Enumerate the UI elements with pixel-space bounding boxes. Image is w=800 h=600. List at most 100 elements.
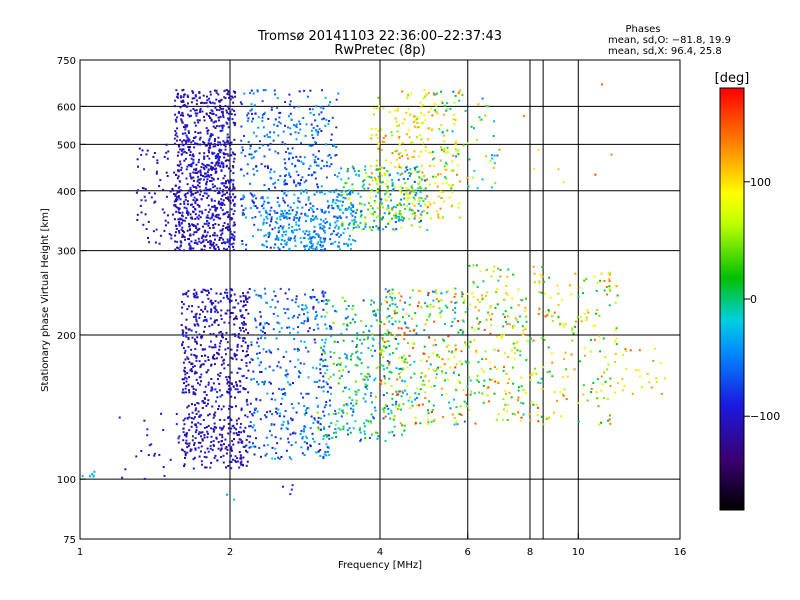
data-point bbox=[220, 198, 223, 201]
data-point bbox=[169, 190, 172, 193]
data-point bbox=[231, 406, 234, 409]
data-point bbox=[295, 298, 298, 301]
data-point bbox=[323, 345, 326, 348]
data-point bbox=[215, 319, 218, 322]
data-point bbox=[364, 375, 367, 378]
data-point bbox=[226, 159, 228, 162]
data-point bbox=[187, 336, 190, 339]
data-point bbox=[241, 375, 244, 378]
data-point bbox=[215, 108, 218, 111]
data-point bbox=[476, 317, 479, 320]
data-point bbox=[496, 380, 499, 383]
data-point bbox=[503, 298, 506, 301]
data-point bbox=[191, 403, 193, 406]
data-point bbox=[344, 365, 347, 368]
data-point bbox=[316, 404, 319, 407]
data-point bbox=[392, 228, 395, 231]
data-point bbox=[323, 239, 326, 242]
data-point bbox=[272, 312, 275, 315]
data-point bbox=[395, 158, 398, 161]
data-point bbox=[357, 357, 360, 360]
data-point bbox=[224, 348, 227, 351]
data-point bbox=[197, 175, 199, 178]
data-point bbox=[208, 157, 211, 160]
data-point bbox=[251, 426, 254, 429]
data-point bbox=[574, 325, 577, 328]
data-point bbox=[228, 245, 230, 248]
data-point bbox=[232, 101, 235, 104]
data-point bbox=[363, 422, 365, 425]
data-point bbox=[484, 350, 487, 353]
data-point bbox=[387, 207, 390, 209]
data-point bbox=[367, 378, 369, 381]
data-point bbox=[249, 182, 251, 185]
data-point bbox=[286, 241, 289, 244]
data-point bbox=[217, 301, 220, 304]
data-point bbox=[263, 155, 266, 158]
data-point bbox=[196, 191, 199, 194]
data-point bbox=[283, 308, 286, 310]
data-point bbox=[357, 169, 360, 172]
data-point bbox=[375, 216, 378, 219]
data-point bbox=[413, 204, 416, 207]
data-point bbox=[198, 210, 201, 213]
data-point bbox=[395, 390, 398, 393]
data-point bbox=[399, 371, 402, 374]
data-point bbox=[309, 246, 311, 248]
data-point bbox=[320, 130, 323, 132]
data-point bbox=[379, 199, 382, 202]
data-point bbox=[486, 291, 489, 294]
data-point bbox=[214, 138, 216, 141]
data-point bbox=[461, 291, 463, 294]
data-point bbox=[200, 450, 202, 453]
data-point bbox=[230, 233, 233, 236]
data-point bbox=[193, 288, 196, 291]
data-point bbox=[140, 211, 143, 214]
data-point bbox=[631, 392, 634, 395]
data-point bbox=[192, 247, 195, 250]
data-point bbox=[232, 152, 235, 155]
data-point bbox=[447, 358, 450, 361]
data-point bbox=[341, 223, 344, 226]
data-point bbox=[453, 287, 455, 290]
data-point bbox=[322, 107, 325, 110]
data-point bbox=[306, 316, 309, 319]
data-point bbox=[232, 242, 235, 245]
data-point bbox=[395, 125, 398, 128]
data-point bbox=[173, 105, 176, 108]
data-point bbox=[214, 157, 217, 160]
data-point bbox=[447, 335, 450, 338]
data-point bbox=[189, 189, 192, 192]
data-point bbox=[432, 369, 435, 372]
data-point bbox=[291, 209, 294, 212]
data-point bbox=[210, 216, 213, 219]
data-point bbox=[427, 201, 430, 203]
data-point bbox=[364, 165, 367, 168]
data-point bbox=[617, 382, 619, 384]
data-point bbox=[407, 314, 410, 317]
data-point bbox=[293, 338, 296, 340]
data-point bbox=[185, 435, 188, 438]
data-point bbox=[426, 127, 429, 130]
data-point bbox=[242, 209, 245, 212]
data-point bbox=[403, 182, 406, 185]
data-point bbox=[654, 347, 657, 350]
data-point bbox=[181, 121, 184, 124]
data-point bbox=[202, 140, 205, 143]
data-point bbox=[311, 243, 314, 246]
data-point bbox=[493, 162, 496, 165]
data-point bbox=[145, 153, 148, 156]
data-point bbox=[270, 434, 273, 437]
data-point bbox=[210, 435, 213, 438]
data-point bbox=[396, 306, 399, 309]
data-point bbox=[595, 289, 598, 292]
data-point bbox=[287, 126, 289, 129]
data-point bbox=[373, 309, 376, 312]
data-point bbox=[324, 210, 327, 213]
data-point bbox=[490, 305, 492, 308]
data-point bbox=[325, 311, 328, 314]
data-point bbox=[211, 323, 214, 326]
x-axis-label: Frequency [MHz] bbox=[338, 560, 422, 571]
data-point bbox=[224, 291, 226, 294]
data-point bbox=[268, 349, 271, 352]
